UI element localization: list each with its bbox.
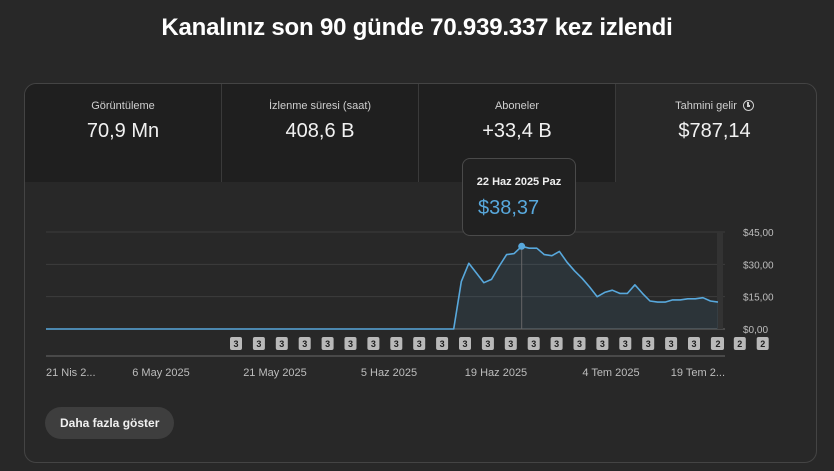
upload-marker-count: 3 [646,339,651,349]
upload-marker-count: 3 [348,339,353,349]
chart-tooltip: 22 Haz 2025 Paz $38,37 [462,158,576,236]
upload-marker [413,337,426,350]
x-tick-label: 19 Haz 2025 [465,367,527,379]
upload-marker [459,337,471,350]
metric-value: 408,6 B [285,120,355,142]
tooltip-date: 22 Haz 2025 Paz [476,176,562,188]
upload-marker [298,337,311,350]
upload-marker-count: 3 [233,339,238,349]
upload-marker [642,337,655,350]
y-tick-label: $15,00 [743,293,774,304]
overview-card: Görüntüleme 70,9 Mn İzlenme süresi (saat… [24,83,817,463]
upload-marker [390,337,403,350]
upload-marker [275,337,288,350]
upload-marker-count: 3 [600,339,605,349]
metric-tabs: Görüntüleme 70,9 Mn İzlenme süresi (saat… [25,84,816,182]
metric-label: Aboneler [494,100,540,112]
upload-marker-count: 2 [715,339,720,349]
upload-marker-count: 3 [623,339,628,349]
metric-value: 70,9 Mn [86,120,160,142]
upload-marker-count: 3 [256,339,261,349]
upload-marker-count: 3 [279,339,284,349]
tooltip-value: $38,37 [478,197,540,219]
upload-marker-count: 3 [691,339,696,349]
upload-marker [436,337,449,350]
metric-value: $787,14 [678,120,751,142]
upload-marker [596,337,609,350]
metric-tab-revenue[interactable]: Tahmini gelir $787,14 [616,84,813,182]
upload-marker [230,337,242,350]
highlight-point [518,242,526,250]
upload-marker [344,337,357,350]
upload-marker-count: 3 [577,339,582,349]
upload-marker [712,337,724,350]
upload-marker [550,337,563,350]
clock-icon[interactable] [742,100,754,111]
upload-marker [665,337,678,350]
x-tick-label: 4 Tem 2025 [582,367,639,379]
upload-marker-count: 3 [462,339,467,349]
y-tick-label: $0,00 [743,325,768,336]
x-tick-label: 6 May 2025 [132,367,189,379]
show-more-button[interactable]: Daha fazla göster [45,407,175,439]
upload-marker-count: 3 [554,339,559,349]
metric-tab-watch-time[interactable]: İzlenme süresi (saat) 408,6 B [222,84,419,182]
revenue-chart[interactable]: $0,00 $15,00 $30,00 $45,00 3 3 3 3 3 3 3 3 3 3 3 3 3 3 3 3 3… [25,84,817,384]
upload-marker [688,337,700,350]
x-tick-label: 21 May 2025 [243,367,307,379]
metric-value: +33,4 B [482,120,552,142]
upload-marker-count: 3 [669,339,674,349]
upload-marker-count: 3 [508,339,513,349]
metric-label-row: Tahmini gelir [616,100,813,112]
x-tick-label: 21 Nis 2... [46,367,96,379]
y-tick-label: $30,00 [743,260,774,271]
x-tick-label: 19 Tem 2... [671,367,725,379]
upload-marker [321,337,334,350]
upload-marker-count: 3 [417,339,422,349]
upload-marker [619,337,632,350]
upload-marker-count: 3 [531,339,536,349]
upload-marker-count: 2 [760,339,765,349]
upload-marker-count: 3 [440,339,445,349]
series-line [46,245,719,330]
metric-label: Tahmini gelir [675,100,737,112]
metric-tab-views[interactable]: Görüntüleme 70,9 Mn [25,84,222,182]
upload-marker [367,337,380,350]
upload-marker-count: 3 [371,339,376,349]
upload-marker [573,337,586,350]
upload-marker [481,337,494,350]
upload-marker [252,337,265,350]
upload-marker-count: 3 [394,339,399,349]
range-end-marker [717,232,723,329]
metric-label: İzlenme süresi (saat) [268,100,372,112]
x-tick-label: 5 Haz 2025 [361,367,417,379]
y-tick-label: $45,00 [743,228,774,239]
metric-label: Görüntüleme [91,100,155,112]
upload-marker [527,337,540,350]
page-title: Kanalınız son 90 günde 70.939.337 kez iz… [161,14,673,41]
upload-marker-count: 3 [325,339,330,349]
upload-marker-count: 3 [302,339,307,349]
upload-marker-count: 3 [485,339,490,349]
upload-marker [756,337,769,350]
upload-marker-count: 2 [737,339,742,349]
upload-marker [504,337,517,350]
upload-marker [733,337,746,350]
series-area [46,246,718,329]
